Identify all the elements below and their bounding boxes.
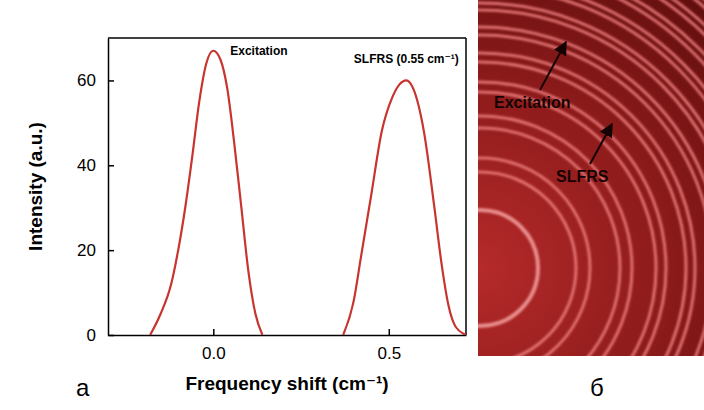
label-arrow (590, 124, 612, 164)
y-tick: 40 (77, 156, 114, 175)
interference-ring (478, 0, 704, 356)
panel-a: 0.0 0.5 0 20 40 60 Excitation SLFRS (0.55 cm⁻¹)… (25, 38, 467, 401)
spectrum-line (343, 80, 466, 335)
interference-ring (478, 27, 704, 356)
interference-ring (478, 0, 704, 356)
y-tick-label: 0 (87, 326, 96, 345)
y-tick-mark (108, 165, 114, 167)
interference-ring (478, 53, 695, 356)
x-tick-label: 0.0 (202, 344, 226, 363)
ring-photo (478, 0, 704, 356)
interference-ring (478, 0, 704, 356)
y-tick-mark (108, 80, 114, 82)
interference-ring (478, 0, 704, 356)
page: 0.0 0.5 0 20 40 60 Excitation SLFRS (0.55 cm⁻¹)… (0, 0, 704, 410)
figure: 0.0 0.5 0 20 40 60 Excitation SLFRS (0.55 cm⁻¹)… (0, 0, 704, 410)
x-tick-label: 0.5 (377, 344, 401, 363)
y-tick-label: 60 (77, 71, 96, 90)
interference-ring (478, 210, 538, 326)
interference-ring (478, 158, 590, 356)
plot-data (150, 51, 466, 335)
ring-label: Excitation (494, 94, 570, 111)
y-tick: 60 (77, 71, 114, 90)
ring-label: SLFRS (556, 168, 609, 185)
y-tick: 0 (87, 326, 114, 345)
x-tick-mark (389, 329, 391, 335)
interference-ring (478, 3, 704, 356)
interference-ring (478, 116, 632, 356)
frame-right (465, 38, 467, 335)
panel-label: б (590, 374, 604, 401)
interference-ring (478, 62, 686, 356)
peak-annotation: SLFRS (0.55 cm⁻¹) (354, 52, 459, 66)
x-axis-line (109, 335, 467, 337)
y-tick-label: 20 (77, 241, 96, 260)
spectrum-line (150, 51, 262, 335)
interference-ring (478, 92, 656, 356)
interference-ring (478, 0, 704, 356)
interference-ring (478, 128, 620, 356)
x-axis: 0.0 0.5 (109, 329, 467, 363)
x-axis-title: Frequency shift (cm⁻¹) (185, 373, 388, 394)
y-axis-line (108, 39, 110, 336)
y-tick-label: 40 (77, 156, 96, 175)
peak-annotation: Excitation (230, 44, 287, 58)
y-axis: 0 20 40 60 (77, 39, 114, 345)
x-tick: 0.0 (202, 329, 226, 363)
interference-ring (478, 0, 704, 356)
y-axis-title: Intensity (a.u.) (25, 122, 46, 251)
x-tick-mark (213, 329, 215, 335)
label-arrow (540, 42, 566, 90)
panel-b: Excitation SLFRS б (130, 0, 704, 410)
interference-ring (478, 0, 704, 356)
x-tick: 0.5 (377, 329, 401, 363)
y-tick-mark (108, 250, 114, 252)
y-tick: 20 (77, 241, 114, 260)
panel-label: а (76, 374, 90, 401)
frame-top (108, 37, 466, 39)
interference-ring (478, 172, 576, 356)
y-tick-mark (108, 335, 114, 337)
